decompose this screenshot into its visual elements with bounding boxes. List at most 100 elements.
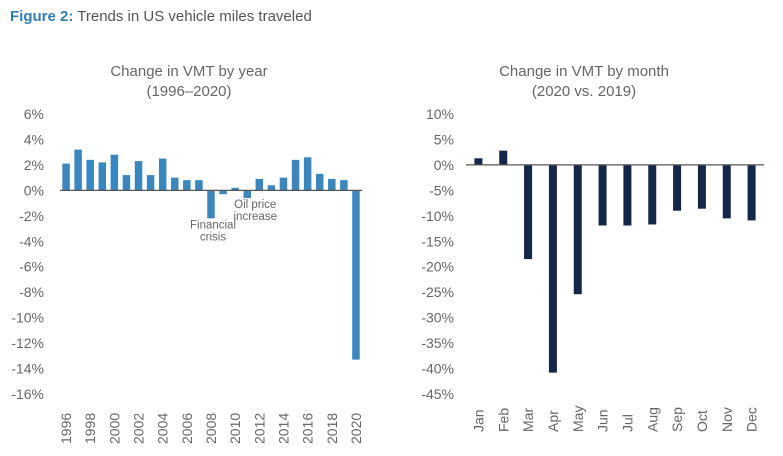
- annual-bar-2015: [291, 159, 300, 191]
- annual-bar-2008: [207, 190, 215, 219]
- annual-bar-1999: [98, 162, 107, 191]
- annotation-financial-crisis: crisis: [200, 232, 226, 244]
- annual-y-tick-label: -10%: [11, 310, 44, 326]
- annual-y-tick-label: -12%: [11, 335, 44, 351]
- monthly-x-tick-label: Feb: [495, 408, 511, 432]
- monthly-x-tick-label: Jun: [595, 409, 611, 432]
- monthly-x-tick-label: Mar: [520, 408, 536, 432]
- annotation-financial-crisis: Financial: [190, 220, 236, 232]
- monthly-x-tick-label: Jan: [470, 409, 486, 432]
- annual-y-tick-label: -6%: [19, 259, 44, 275]
- annual-bar-2013: [267, 185, 276, 191]
- monthly-y-tick-label: -5%: [429, 182, 454, 198]
- monthly-y-tick-label: -35%: [421, 335, 454, 351]
- annual-x-tick-label: 2018: [324, 413, 340, 444]
- monthly-y-tick-label: -40%: [421, 361, 454, 377]
- annual-chart-title: Change in VMT by year: [110, 63, 267, 80]
- annual-x-tick-label: 2008: [203, 413, 219, 444]
- annual-bar-1996: [62, 163, 70, 191]
- monthly-y-tick-label: -30%: [421, 310, 454, 326]
- monthly-y-tick-label: -25%: [421, 284, 454, 300]
- annual-bar-2014: [279, 177, 288, 191]
- figure-label: Figure 2:: [10, 8, 74, 25]
- monthly-y-tick-label: -45%: [421, 386, 454, 402]
- monthly-x-tick-label: Oct: [694, 410, 710, 432]
- annual-bar-2000: [110, 154, 119, 191]
- annual-bar-1998: [86, 159, 94, 191]
- annual-bar-2010: [231, 187, 239, 191]
- monthly-x-tick-label: Aug: [644, 407, 660, 432]
- monthly-bar-May: [573, 164, 582, 295]
- annual-bar-2017: [315, 173, 324, 191]
- figure-title-text: Trends in US vehicle miles traveled: [77, 8, 312, 25]
- monthly-bar-Nov: [722, 164, 731, 219]
- monthly-y-tick-label: 0%: [434, 157, 454, 173]
- annual-bar-2020: [352, 190, 360, 360]
- annual-bar-2006: [183, 180, 191, 191]
- annual-bar-2009: [219, 190, 227, 195]
- annual-x-tick-label: 2000: [106, 413, 122, 444]
- annual-chart-subtitle: (1996–2020): [146, 83, 231, 100]
- monthly-bar-Jun: [598, 164, 607, 226]
- monthly-x-tick-label: Apr: [545, 410, 561, 432]
- annual-y-tick-label: -2%: [19, 208, 44, 224]
- annual-bar-2012: [255, 178, 264, 191]
- monthly-bar-Sep: [673, 164, 682, 211]
- monthly-y-tick-label: -15%: [421, 233, 454, 249]
- monthly-y-tick-label: -10%: [421, 208, 454, 224]
- annual-y-tick-label: 4%: [24, 131, 44, 147]
- annual-x-tick-label: 2014: [275, 413, 291, 444]
- annual-y-tick-label: 6%: [24, 106, 44, 122]
- monthly-bar-Oct: [697, 164, 706, 209]
- annual-x-tick-label: 2004: [155, 413, 171, 444]
- annual-x-tick-label: 2010: [227, 413, 243, 444]
- annual-x-tick-label: 2006: [179, 413, 195, 444]
- monthly-x-tick-label: Jul: [619, 414, 635, 432]
- annual-bar-2019: [340, 180, 348, 191]
- monthly-bar-Aug: [648, 164, 657, 225]
- figure-title: Figure 2: Trends in US vehicle miles tra…: [10, 8, 312, 25]
- annual-y-tick-label: -14%: [11, 361, 44, 377]
- annual-bar-1997: [74, 149, 82, 191]
- monthly-bar-Jan: [474, 158, 483, 165]
- annual-x-tick-label: 2020: [348, 413, 364, 444]
- monthly-x-tick-label: Dec: [744, 407, 760, 432]
- annotation-oil-price-increase: Oil price: [234, 199, 276, 211]
- annual-y-tick-label: 0%: [24, 182, 44, 198]
- monthly-x-tick-label: Sep: [669, 407, 685, 432]
- annual-y-tick-label: -16%: [11, 386, 44, 402]
- monthly-bar-Feb: [499, 150, 508, 165]
- annual-x-tick-label: 1996: [58, 413, 74, 444]
- monthly-chart-subtitle: (2020 vs. 2019): [532, 83, 636, 100]
- annual-y-tick-label: 2%: [24, 157, 44, 173]
- annual-bar-2003: [146, 175, 155, 191]
- annual-bar-2004: [158, 158, 167, 191]
- annual-x-tick-label: 2016: [300, 413, 316, 444]
- monthly-bar-Apr: [548, 164, 557, 373]
- monthly-y-tick-label: 5%: [434, 131, 454, 147]
- annual-x-tick-label: 2012: [251, 413, 267, 444]
- annual-bar-2016: [303, 157, 312, 191]
- annual-bar-2005: [171, 177, 179, 191]
- annual-bar-2011: [243, 190, 251, 198]
- monthly-chart: 10% 5% 0% -5% -10% -15% -20% -25% -30% -35% -40% -4…: [421, 106, 764, 432]
- monthly-x-tick-label: May: [570, 406, 586, 432]
- annual-y-tick-label: -8%: [19, 284, 44, 300]
- annual-bar-2018: [328, 178, 336, 191]
- annual-chart: 6% 4% 2% 0% -2% -4% -6% -8% -10% -12% -14% -16% 1996…: [11, 106, 364, 444]
- monthly-y-tick-label: -20%: [421, 259, 454, 275]
- annotation-oil-price-increase: increase: [234, 211, 277, 223]
- monthly-y-tick-label: 10%: [426, 106, 454, 122]
- monthly-bar-Dec: [747, 164, 756, 221]
- monthly-bar-Mar: [524, 164, 533, 260]
- annual-y-tick-label: -4%: [19, 233, 44, 249]
- monthly-bar-Jul: [623, 164, 632, 226]
- annual-bar-2002: [134, 161, 143, 191]
- annual-bar-2001: [122, 175, 131, 191]
- annual-x-tick-label: 1998: [82, 413, 98, 444]
- annual-bar-2007: [195, 180, 203, 191]
- annual-x-tick-label: 2002: [131, 413, 147, 444]
- monthly-chart-title: Change in VMT by month: [499, 63, 669, 80]
- monthly-x-tick-label: Nov: [719, 407, 735, 432]
